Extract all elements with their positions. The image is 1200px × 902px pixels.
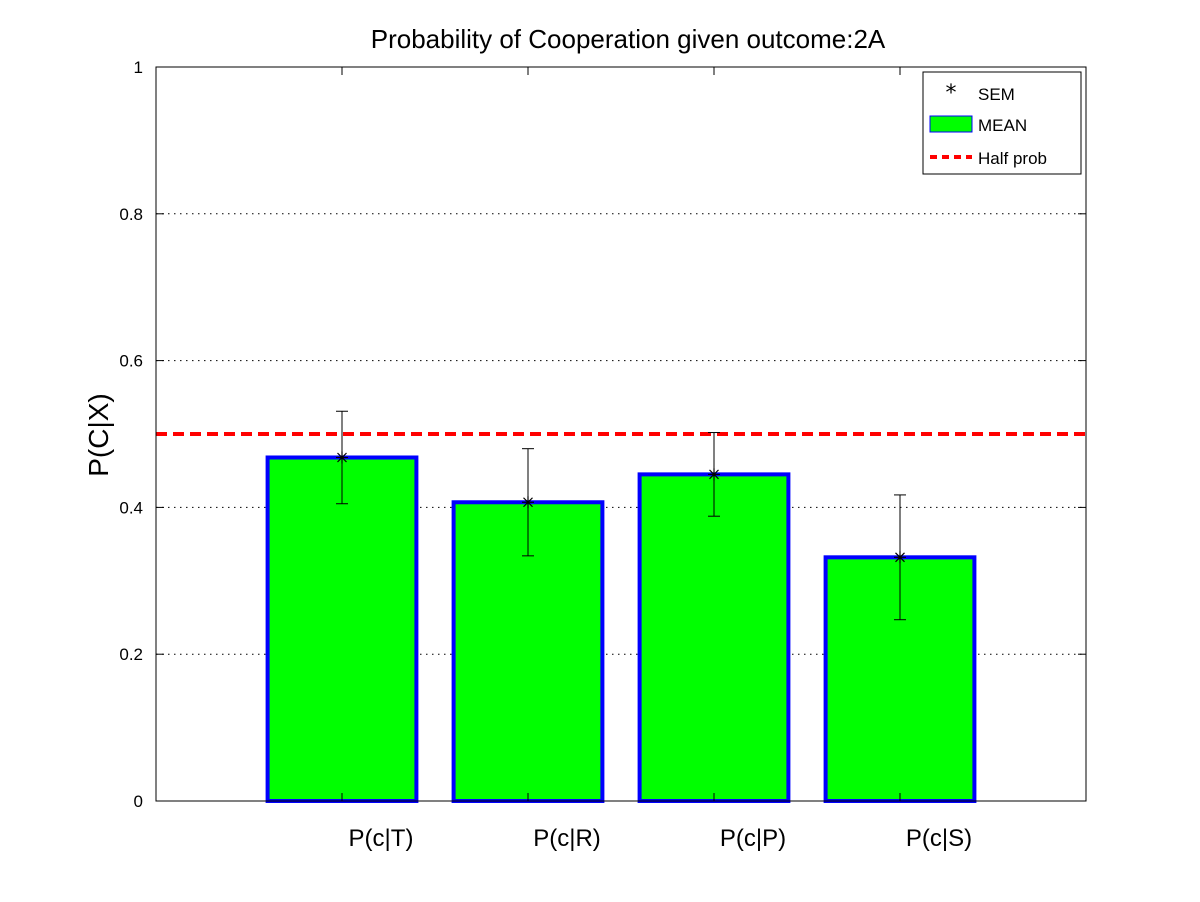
bar: [265, 455, 419, 803]
sem-marker: [709, 469, 719, 480]
x-tick-label: P(c|P): [720, 825, 786, 852]
y-tick-label: 0.4: [119, 498, 143, 517]
x-tick-label: P(c|T): [349, 825, 414, 852]
bars: [265, 455, 977, 804]
legend: * SEM MEAN Half prob: [922, 71, 1082, 175]
legend-label-half-prob: Half prob: [978, 149, 1047, 168]
sem-marker: [895, 552, 905, 563]
y-axis-label: P(C|X): [83, 393, 114, 477]
legend-label-sem: SEM: [978, 85, 1015, 104]
legend-box: [922, 71, 1082, 175]
x-tick-label: P(c|R): [533, 825, 601, 852]
legend-mean-swatch: [929, 115, 973, 133]
error-bars: [336, 410, 906, 621]
y-tick-label: 0: [134, 792, 143, 811]
plot-frame: [155, 66, 1087, 802]
y-tick-label: 0.6: [119, 352, 143, 371]
y-tick-label: 0.8: [119, 205, 143, 224]
x-tick-label: P(c|S): [906, 825, 972, 852]
chart-title: Probability of Cooperation given outcome…: [371, 24, 886, 54]
sem-marker: [523, 497, 533, 508]
x-axis-ticks: P(c|T) P(c|R) P(c|P) P(c|S): [341, 67, 972, 852]
legend-label-mean: MEAN: [978, 116, 1027, 135]
y-tick-label: 0.2: [119, 645, 143, 664]
y-axis-ticks: 0 0.2 0.4 0.6 0.8 1: [119, 58, 1086, 811]
sem-marker: [337, 452, 347, 463]
legend-sem-marker: *: [946, 81, 957, 106]
y-tick-label: 1: [134, 58, 143, 77]
bar: [637, 472, 791, 803]
